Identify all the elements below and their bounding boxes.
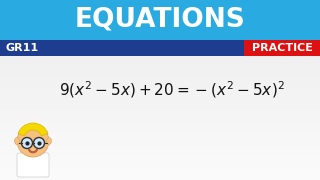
Circle shape <box>21 138 33 148</box>
Text: EQUATIONS: EQUATIONS <box>75 7 245 33</box>
Wedge shape <box>18 123 48 136</box>
Bar <box>0 40 320 56</box>
Ellipse shape <box>46 138 52 145</box>
Bar <box>244 40 320 56</box>
Text: $9(x^2 - 5x) + 20 = -(x^2 - 5x)^2$: $9(x^2 - 5x) + 20 = -(x^2 - 5x)^2$ <box>59 80 285 100</box>
Bar <box>0 0 320 40</box>
Ellipse shape <box>14 138 20 145</box>
Circle shape <box>34 138 44 148</box>
Circle shape <box>17 125 49 157</box>
Bar <box>29 149 37 157</box>
FancyBboxPatch shape <box>17 153 49 177</box>
Text: GR11: GR11 <box>6 43 39 53</box>
Wedge shape <box>28 149 38 153</box>
Text: PRACTICE: PRACTICE <box>252 43 312 53</box>
